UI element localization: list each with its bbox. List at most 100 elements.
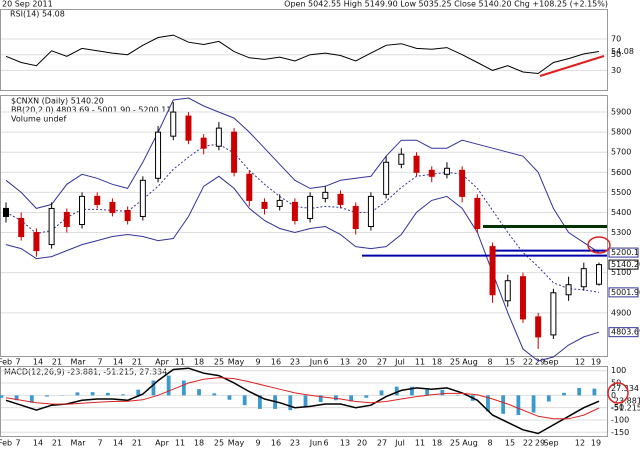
x-tick-label: 16 xyxy=(271,358,281,367)
histogram-bar xyxy=(440,389,445,396)
candle-body xyxy=(200,137,207,149)
x-tick-label: 11 xyxy=(175,439,185,448)
histogram-bar xyxy=(562,392,566,396)
candle-body xyxy=(474,197,481,230)
x-tick-label: 25 xyxy=(450,358,460,367)
y-tick-label: 5600 xyxy=(611,168,631,177)
candle-body xyxy=(596,264,602,285)
price-tag: 5001.90 xyxy=(611,288,640,297)
x-tick-label: May xyxy=(228,439,245,448)
x-tick-label: 23 xyxy=(290,358,300,367)
rsi-legend: RSI(14) 54.08 xyxy=(10,10,65,19)
histogram-bar xyxy=(577,387,582,396)
x-tick-label: 11 xyxy=(415,358,425,367)
candle-body xyxy=(170,111,177,137)
signal-line xyxy=(5,377,600,420)
histogram-bar xyxy=(14,395,19,401)
x-tick-label: 20 xyxy=(357,439,367,448)
candle-body xyxy=(383,161,390,195)
candle-body xyxy=(185,115,192,141)
histogram-bar xyxy=(592,388,597,396)
x-tick-label: 14 xyxy=(113,439,123,448)
volume-legend: Volume undef xyxy=(11,115,66,124)
macd-panel xyxy=(0,366,608,437)
x-tick-label: Jul xyxy=(394,439,405,448)
x-tick-label: 7 xyxy=(97,439,102,448)
x-tick-label: 18 xyxy=(194,358,204,367)
x-tick-label: 9 xyxy=(255,439,260,448)
x-tick-label: 20 xyxy=(357,358,367,367)
x-tick-label: 11 xyxy=(175,358,185,367)
macd-tag: -51.215 xyxy=(611,403,640,412)
x-tick-label: 22 xyxy=(523,358,533,367)
candle-body xyxy=(261,201,268,209)
candle-body xyxy=(337,193,344,205)
candle-body xyxy=(565,284,572,296)
macd-legend: MACD(12,26,9) -23.881, -51.215, 27.334 xyxy=(4,368,167,377)
histogram-bar xyxy=(181,380,186,396)
rsi-tag: 54.08 xyxy=(611,47,634,56)
x-tick-label: 21 xyxy=(132,358,142,367)
histogram-bar xyxy=(166,375,171,396)
histogram-bar xyxy=(486,395,490,412)
x-tick-label: 25 xyxy=(450,439,460,448)
histogram-bar xyxy=(242,395,247,406)
candle-body xyxy=(124,209,131,221)
trend-annotation xyxy=(539,55,605,77)
macd-line xyxy=(5,367,600,435)
y-tick-label: 5300 xyxy=(611,228,631,237)
x-tick-label: Sep xyxy=(543,439,558,448)
candle-body xyxy=(276,199,283,207)
candle-body xyxy=(33,232,40,252)
price-tag: 4803.69 xyxy=(611,328,640,337)
candle-body xyxy=(79,195,86,225)
histogram-bar xyxy=(105,392,110,396)
x-tick-label: Mar xyxy=(70,439,86,448)
candle-body xyxy=(550,292,557,336)
x-tick-label: 19 xyxy=(591,358,601,367)
histogram-bar xyxy=(29,395,34,403)
rsi-line xyxy=(5,34,600,75)
x-tick-label: 7 xyxy=(15,439,20,448)
plot-layer: 5900580057005600550054005300510049007050… xyxy=(0,35,640,448)
x-tick-label: 29 xyxy=(535,358,545,367)
price-legend: $CNXN (Daily) 5140.20 xyxy=(11,97,104,106)
candle-body xyxy=(413,155,420,173)
candle-body xyxy=(18,217,25,238)
x-tick-label: 22 xyxy=(523,439,533,448)
y-tick-label: 4900 xyxy=(611,308,631,317)
histogram-bar xyxy=(318,395,323,402)
histogram-bar xyxy=(501,395,506,414)
candle-body xyxy=(322,191,329,199)
candle-body xyxy=(519,276,526,320)
bb-middle xyxy=(5,143,600,293)
price-tag-box xyxy=(608,287,639,298)
quote-label: Open 5042.55 High 5149.90 Low 5035.25 Cl… xyxy=(284,0,608,9)
x-tick-label: 21 xyxy=(52,439,62,448)
candle-body xyxy=(580,268,587,288)
x-tick-label: Aug xyxy=(462,439,478,448)
x-tick-label: 15 xyxy=(505,439,515,448)
x-tick-label: 14 xyxy=(33,358,43,367)
x-tick-label: 18 xyxy=(432,358,442,367)
y-tick-label: 5100 xyxy=(611,268,631,277)
candle-body xyxy=(307,195,314,219)
histogram-bar xyxy=(0,395,4,398)
x-tick-label: 7 xyxy=(15,358,20,367)
y-tick-label: 5700 xyxy=(611,148,631,157)
histogram-bar xyxy=(334,395,338,401)
circle-annotation xyxy=(607,382,629,404)
candle-body xyxy=(215,127,222,147)
x-tick-label: 19 xyxy=(591,439,601,448)
x-tick-label: Feb xyxy=(0,439,12,448)
date-label: 20 Sep 2011 xyxy=(2,0,53,9)
histogram-bar xyxy=(364,395,369,398)
x-tick-label: 6 xyxy=(323,358,328,367)
candle-body xyxy=(231,131,238,173)
candle-body xyxy=(535,316,542,338)
y-tick-label: 5500 xyxy=(611,188,631,197)
price-tag-box xyxy=(608,247,639,258)
candle-body xyxy=(489,246,496,296)
y-tick-label: 5900 xyxy=(611,108,631,117)
